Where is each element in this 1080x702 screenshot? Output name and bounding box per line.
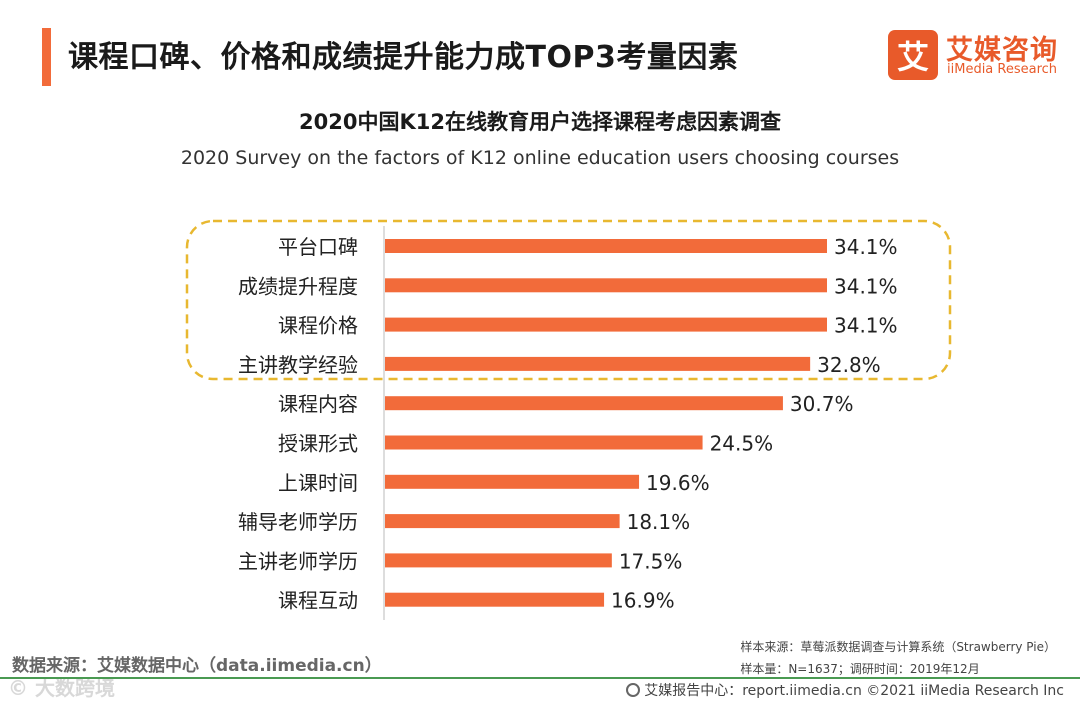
watermark: © 大数跨境 bbox=[8, 676, 115, 700]
logo-text-cn: 艾媒咨询 bbox=[946, 35, 1058, 66]
bar-8 bbox=[385, 514, 620, 529]
category-label-7: 上课时间 bbox=[278, 471, 358, 495]
bar-6 bbox=[385, 435, 703, 450]
value-label-7: 19.6% bbox=[646, 471, 710, 495]
category-label-9: 主讲老师学历 bbox=[238, 549, 358, 573]
chart-title: 2020中国K12在线教育用户选择课程考虑因素调查 bbox=[299, 110, 781, 134]
value-label-3: 34.1% bbox=[834, 314, 898, 338]
category-label-3: 课程价格 bbox=[278, 314, 358, 338]
category-label-1: 平台口碑 bbox=[278, 235, 358, 259]
report-center-text: 艾媒报告中心：report.iimedia.cn ©2021 iiMedia R… bbox=[644, 683, 1064, 699]
bar-9 bbox=[385, 553, 612, 568]
data-source: 数据来源：艾媒数据中心（data.iimedia.cn） bbox=[12, 656, 382, 676]
page-title: 课程口碑、价格和成绩提升能力成TOP3考量因素 bbox=[68, 40, 739, 75]
top-factors-highlight-box bbox=[185, 219, 952, 381]
bar-7 bbox=[385, 474, 640, 489]
value-label-2: 34.1% bbox=[834, 274, 898, 298]
value-label-4: 32.8% bbox=[817, 353, 881, 377]
iimedia-logo: 艾 艾媒咨询 iiMedia Research bbox=[888, 30, 1068, 82]
sample-size: 样本量：N=1637；调研时间：2019年12月 bbox=[740, 662, 980, 676]
logo-badge-icon: 艾 bbox=[888, 30, 938, 80]
value-label-10: 16.9% bbox=[611, 589, 675, 613]
footer-report-center: 艾媒报告中心：report.iimedia.cn ©2021 iiMedia R… bbox=[626, 680, 1064, 700]
title-accent-bar bbox=[42, 28, 51, 86]
category-label-8: 辅导老师学历 bbox=[238, 510, 358, 534]
sample-source: 样本来源：草莓派数据调查与计算系统（Strawberry Pie） bbox=[740, 640, 1056, 654]
category-label-5: 课程内容 bbox=[278, 392, 358, 416]
footer-divider bbox=[0, 677, 1080, 679]
bar-2 bbox=[385, 278, 827, 293]
logo-text-en: iiMedia Research bbox=[947, 62, 1058, 77]
value-label-1: 34.1% bbox=[834, 235, 898, 259]
bar-chart: 平台口碑 34.1% 成绩提升程度 34.1% 课程价格 34.1% 主讲教学经验 32.8%… bbox=[185, 219, 952, 620]
value-label-5: 30.7% bbox=[790, 392, 854, 416]
chart-subtitle: 2020 Survey on the factors of K12 online… bbox=[180, 147, 900, 169]
bar-1 bbox=[385, 239, 827, 253]
category-label-6: 授课形式 bbox=[278, 432, 358, 456]
bar-3 bbox=[385, 317, 827, 332]
value-label-8: 18.1% bbox=[627, 510, 691, 534]
category-label-10: 课程互动 bbox=[278, 589, 358, 613]
category-label-2: 成绩提升程度 bbox=[238, 274, 358, 298]
bar-10 bbox=[385, 592, 605, 607]
globe-icon bbox=[626, 683, 641, 697]
category-label-4: 主讲教学经验 bbox=[238, 353, 358, 377]
value-label-6: 24.5% bbox=[710, 432, 774, 456]
bar-4 bbox=[385, 356, 811, 371]
sample-info: 样本来源：草莓派数据调查与计算系统（Strawberry Pie） 样本量：N=… bbox=[740, 636, 1056, 680]
value-label-9: 17.5% bbox=[619, 549, 683, 573]
bar-5 bbox=[385, 396, 783, 411]
